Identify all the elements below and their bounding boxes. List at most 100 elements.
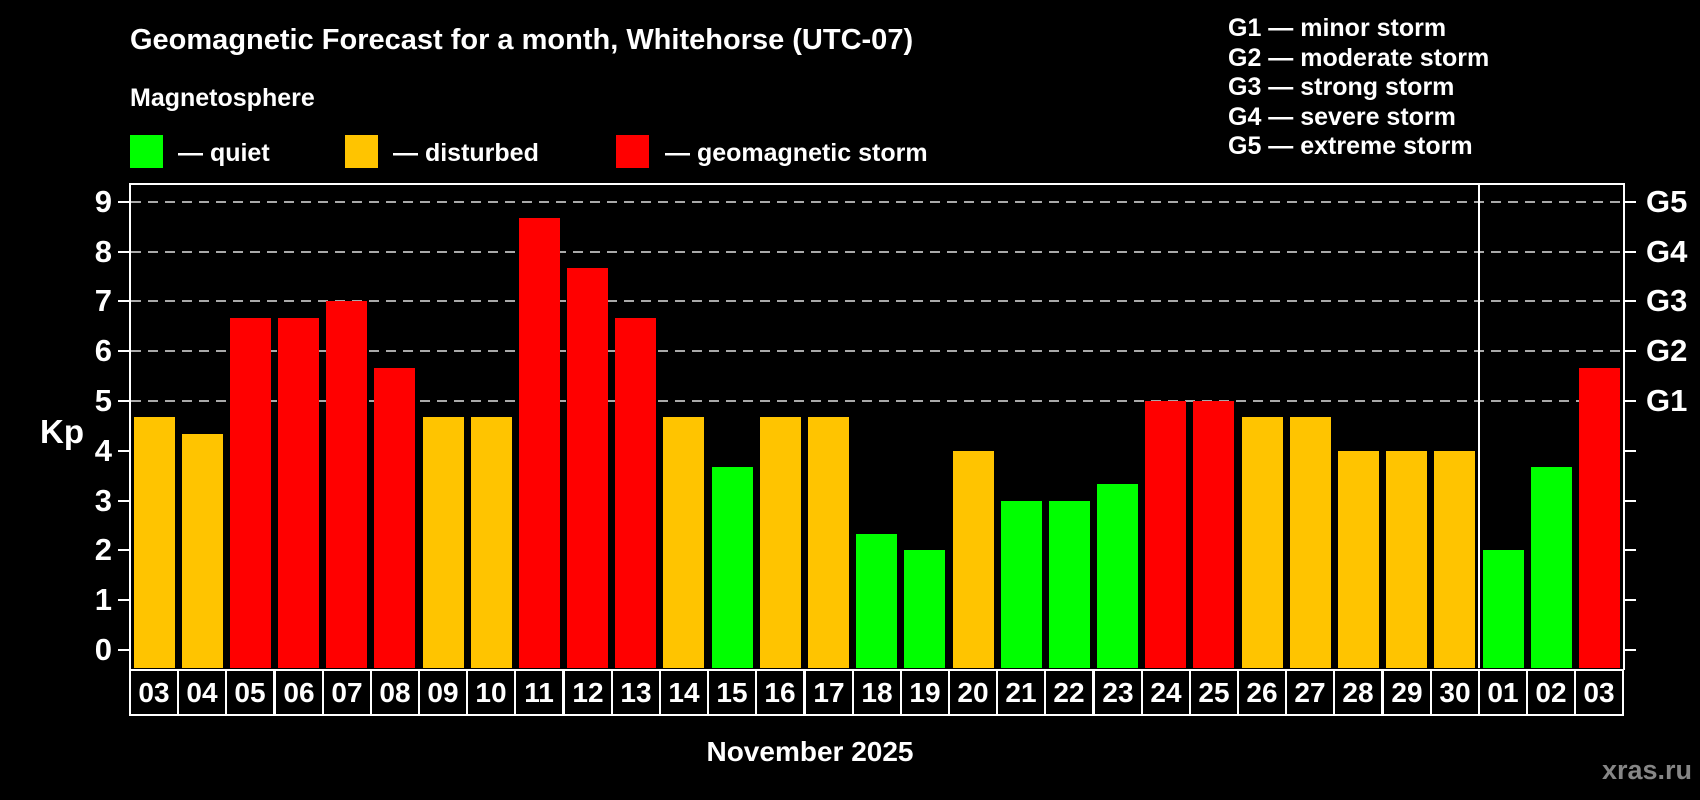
right-axis-label-g3: G3 <box>1646 283 1688 318</box>
x-axis-day-box-07: 07 <box>322 669 372 716</box>
x-axis-day-box-05: 05 <box>225 669 275 716</box>
x-axis-day-box-13: 13 <box>611 669 661 716</box>
chart-title: Geomagnetic Forecast for a month, Whiteh… <box>130 24 914 56</box>
y-axis-tick-7 <box>118 300 129 302</box>
y-axis-tick-6 <box>118 350 129 352</box>
y-axis-tick-2 <box>118 549 129 551</box>
x-axis-day-box-24: 24 <box>1141 669 1191 716</box>
x-axis-day-box-01-dec: 01 <box>1478 669 1528 716</box>
y-axis-tick-0 <box>118 649 129 651</box>
y-axis-tick-8 <box>118 251 129 253</box>
x-axis-day-box-04: 04 <box>177 669 227 716</box>
watermark: xras.ru <box>1601 755 1692 785</box>
x-axis-day-box-09: 09 <box>418 669 468 716</box>
right-axis-label-g5: G5 <box>1646 184 1688 219</box>
right-axis-tick-4 <box>1625 450 1636 452</box>
y-axis-label-2: 2 <box>94 532 112 567</box>
bar-day-05 <box>230 318 271 668</box>
y-axis-label-6: 6 <box>94 333 112 368</box>
y-axis-tick-3 <box>118 500 129 502</box>
bar-day-07 <box>326 301 367 668</box>
bar-day-08 <box>374 368 415 668</box>
bar-day-27 <box>1290 417 1331 668</box>
bar-day-03 <box>134 417 175 668</box>
chart-subtitle: Magnetosphere <box>130 84 315 112</box>
x-axis-day-box-19: 19 <box>900 669 950 716</box>
bar-day-19 <box>904 550 945 668</box>
y-axis-label-8: 8 <box>94 234 112 269</box>
month-divider-line <box>1478 185 1480 668</box>
bar-day-10 <box>471 417 512 668</box>
plot-border-top <box>129 183 1625 185</box>
y-axis-label-0: 0 <box>94 632 112 667</box>
gridline-kp6 <box>131 350 1622 352</box>
x-axis-day-box-17: 17 <box>804 669 854 716</box>
disturbed-legend-swatch <box>345 135 378 168</box>
x-axis-day-box-26: 26 <box>1237 669 1287 716</box>
storm-legend-swatch <box>616 135 649 168</box>
bar-day-22 <box>1049 501 1090 668</box>
x-axis-day-box-03: 03 <box>129 669 179 716</box>
bar-day-12 <box>567 268 608 668</box>
bar-day-20 <box>953 451 994 668</box>
x-axis-day-box-23: 23 <box>1093 669 1143 716</box>
right-axis-tick-0 <box>1625 649 1636 651</box>
x-axis-day-box-06: 06 <box>274 669 324 716</box>
bar-day-21 <box>1001 501 1042 668</box>
x-axis-day-box-16: 16 <box>755 669 805 716</box>
x-axis-title: November 2025 <box>706 736 914 767</box>
gridline-kp9 <box>131 201 1622 203</box>
right-axis-tick-9 <box>1625 201 1636 203</box>
storm-legend-label: — geomagnetic storm <box>665 139 928 167</box>
g-scale-item-g5: G5 — extreme storm <box>1228 132 1473 160</box>
y-axis-label-3: 3 <box>94 483 112 518</box>
g-scale-item-g4: G4 — severe storm <box>1228 102 1456 131</box>
bar-day-24 <box>1145 401 1186 668</box>
x-axis-day-box-29: 29 <box>1382 669 1432 716</box>
x-axis-day-box-03-dec: 03 <box>1574 669 1624 716</box>
bar-day-15 <box>712 467 753 668</box>
gridline-kp8 <box>131 251 1622 253</box>
right-axis-tick-8 <box>1625 251 1636 253</box>
g-scale-item-g3: G3 — strong storm <box>1228 73 1455 101</box>
quiet-legend-label: — quiet <box>178 139 270 167</box>
right-axis-tick-2 <box>1625 549 1636 551</box>
bar-day-16 <box>760 417 801 668</box>
x-axis-day-box-22: 22 <box>1044 669 1094 716</box>
bar-day-30 <box>1434 451 1475 668</box>
bar-day-02-dec <box>1531 467 1572 668</box>
bar-day-09 <box>423 417 464 668</box>
x-axis-day-box-21: 21 <box>996 669 1046 716</box>
bar-day-13 <box>615 318 656 668</box>
right-axis-label-g1: G1 <box>1646 383 1688 418</box>
x-axis-day-box-08: 08 <box>370 669 420 716</box>
y-axis-label-5: 5 <box>94 383 112 418</box>
bar-day-26 <box>1242 417 1283 668</box>
right-axis-tick-3 <box>1625 500 1636 502</box>
x-axis-day-box-28: 28 <box>1333 669 1383 716</box>
x-axis-day-box-11: 11 <box>514 669 564 716</box>
x-axis-day-box-18: 18 <box>852 669 902 716</box>
y-axis-tick-5 <box>118 400 129 402</box>
x-axis-day-box-02-dec: 02 <box>1526 669 1576 716</box>
bar-day-06 <box>278 318 319 668</box>
right-axis-tick-1 <box>1625 599 1636 601</box>
bar-day-04 <box>182 434 223 668</box>
gridline-kp5 <box>131 400 1622 402</box>
y-axis-label-7: 7 <box>94 283 112 318</box>
bar-day-29 <box>1386 451 1427 668</box>
x-axis-day-box-25: 25 <box>1189 669 1239 716</box>
bar-day-23 <box>1097 484 1138 668</box>
bar-day-18 <box>856 534 897 668</box>
x-axis-day-box-27: 27 <box>1285 669 1335 716</box>
y-axis-tick-4 <box>118 450 129 452</box>
g-scale-item-g1: G1 — minor storm <box>1228 14 1447 42</box>
right-axis-label-g4: G4 <box>1646 234 1688 269</box>
right-axis-tick-5 <box>1625 400 1636 402</box>
x-axis-day-box-30: 30 <box>1430 669 1480 716</box>
bar-day-11 <box>519 218 560 668</box>
bar-day-14 <box>663 417 704 668</box>
gridline-kp7 <box>131 300 1622 302</box>
bar-day-17 <box>808 417 849 668</box>
